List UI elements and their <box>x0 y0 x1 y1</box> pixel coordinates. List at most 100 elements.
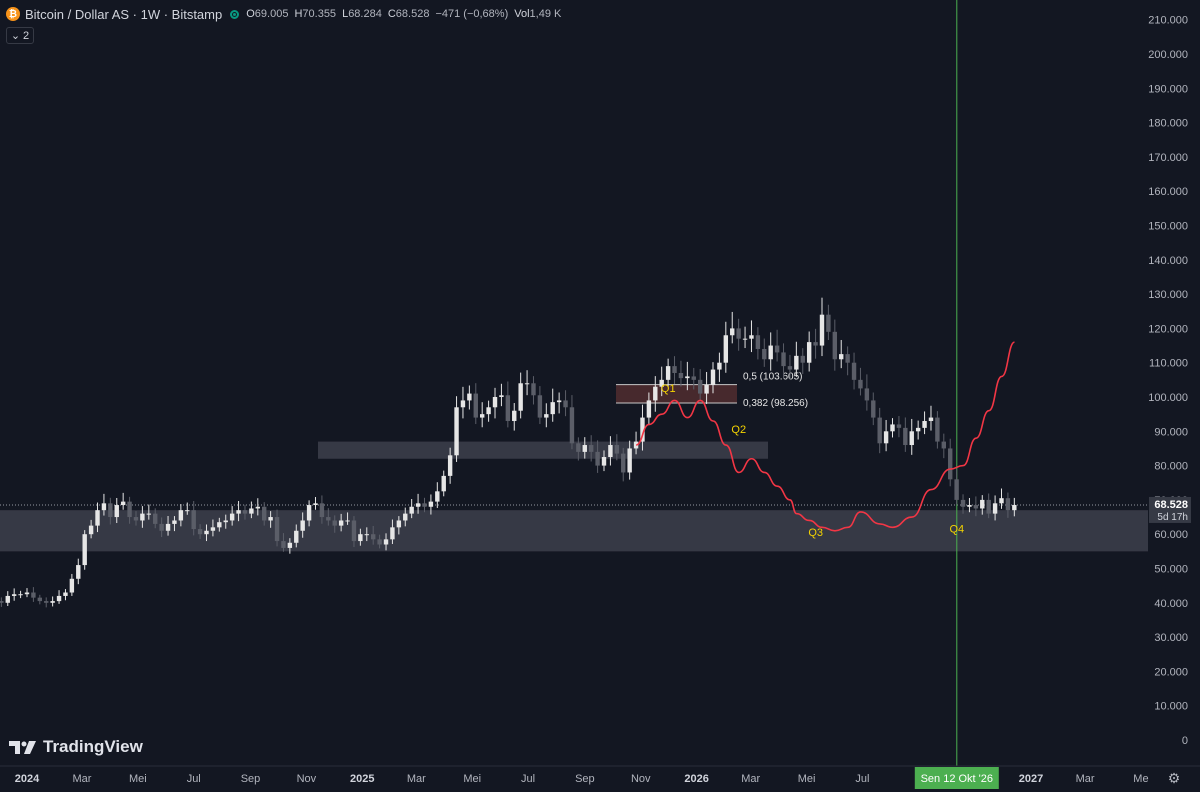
candle <box>544 414 549 418</box>
candle <box>18 594 23 596</box>
ohlc-change: −471 (−0,68%) <box>435 8 509 20</box>
time-tick: Jul <box>187 773 201 785</box>
fib-label: 0,5 (103.605) <box>743 372 803 383</box>
symbol-title[interactable]: Bitcoin / Dollar AS · 1W · Bitstamp <box>25 6 223 22</box>
price-tick: 30.000 <box>1154 632 1188 644</box>
tradingview-logo-icon <box>9 741 36 754</box>
ohlc-close: C68.528 <box>387 8 430 20</box>
candle <box>428 501 434 507</box>
candle <box>915 427 921 432</box>
candle <box>409 506 414 514</box>
candle <box>76 565 81 579</box>
candle <box>37 597 43 602</box>
time-tick: Mei <box>798 773 816 785</box>
candle <box>794 355 799 370</box>
price-tick: 210.000 <box>1148 15 1188 27</box>
support-zones: 0,5 (103.605) 0,382 (98.256) <box>0 0 1148 766</box>
ohlc-low: L68.284 <box>342 8 382 20</box>
candle <box>229 513 235 521</box>
candle <box>717 362 722 370</box>
time-tick: Mei <box>129 773 147 785</box>
candle <box>697 379 703 394</box>
price-tick: 180.000 <box>1148 118 1188 130</box>
candle <box>691 376 696 380</box>
annotation-q2: Q2 <box>731 424 746 436</box>
price-tick: 110.000 <box>1149 358 1188 370</box>
candle <box>281 541 286 548</box>
candle <box>185 510 190 512</box>
candle <box>197 529 203 535</box>
gear-icon[interactable]: ⚙ <box>1167 769 1181 786</box>
candle <box>845 354 850 363</box>
ohlc-open: O69.005 <box>246 8 289 20</box>
candle <box>877 417 882 444</box>
candle <box>165 523 171 531</box>
tradingview-logo[interactable]: TradingView <box>9 737 143 757</box>
candle <box>601 457 607 466</box>
time-tick: Mei <box>463 773 481 785</box>
symbol-header[interactable]: ₿ Bitcoin / Dollar AS · 1W · Bitstamp O6… <box>6 5 561 23</box>
countdown-label: 5d 17h <box>1157 512 1188 523</box>
candle <box>486 407 491 415</box>
candle <box>249 508 254 514</box>
candle <box>928 417 934 422</box>
candle <box>390 527 395 540</box>
candle <box>255 506 260 509</box>
indicators-collapse-button[interactable]: ⌄ 2 <box>6 27 34 44</box>
candle <box>685 376 690 379</box>
candle <box>319 503 325 518</box>
candle <box>306 505 312 521</box>
candle <box>640 417 645 442</box>
candle <box>140 513 145 521</box>
candle <box>800 355 805 363</box>
candle <box>11 594 17 596</box>
candle <box>749 335 754 339</box>
price-axis-bg <box>1148 0 1200 792</box>
candle <box>332 520 337 526</box>
candle <box>422 503 427 507</box>
price-tick: 40.000 <box>1154 598 1188 610</box>
candle <box>980 499 985 509</box>
candle <box>774 345 780 353</box>
candle <box>210 527 216 531</box>
time-tick: Mar <box>407 773 426 785</box>
candle <box>960 499 966 507</box>
candle <box>108 503 113 518</box>
candle <box>403 513 408 521</box>
time-tick: Jul <box>855 773 869 785</box>
candle <box>512 410 517 422</box>
time-tick: Mar <box>72 773 91 785</box>
price-tick: 130.000 <box>1148 289 1188 301</box>
market-status-icon[interactable] <box>230 9 240 19</box>
candle <box>415 503 421 507</box>
candle <box>1012 504 1017 511</box>
candle <box>627 448 632 473</box>
candle <box>178 510 184 521</box>
candle <box>608 445 613 458</box>
fib-label: 0,382 (98.256) <box>743 398 808 409</box>
candle <box>351 520 357 542</box>
candle <box>153 513 158 524</box>
price-tick: 0 <box>1182 735 1188 747</box>
candle <box>127 501 132 518</box>
candle <box>50 601 55 603</box>
price-tick: 10.000 <box>1154 701 1188 713</box>
price-tick: 150.000 <box>1148 221 1188 233</box>
candle <box>441 475 446 492</box>
candle <box>518 383 523 411</box>
candle <box>236 510 241 514</box>
candle <box>588 445 594 452</box>
candle <box>345 520 350 522</box>
time-tick: Sep <box>241 773 261 785</box>
candle <box>172 520 177 524</box>
candle <box>614 445 620 454</box>
time-tick: Mar <box>741 773 760 785</box>
time-tick: Sep <box>575 773 595 785</box>
candle <box>742 338 748 340</box>
candle <box>762 348 767 360</box>
price-tick: 50.000 <box>1154 564 1188 576</box>
candle <box>82 534 87 566</box>
candle <box>383 539 389 545</box>
